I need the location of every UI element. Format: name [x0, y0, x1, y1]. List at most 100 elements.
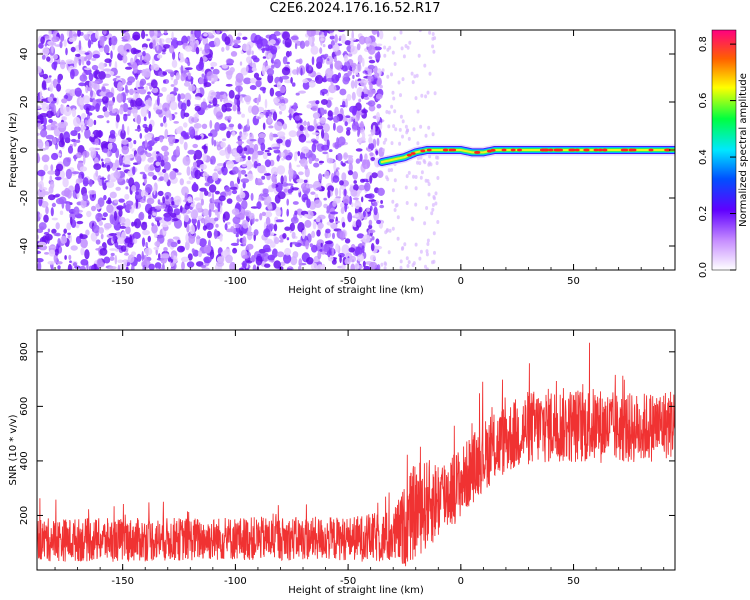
- noise-blob: [258, 94, 261, 103]
- noise-blob: [37, 140, 44, 149]
- noise-blob: [337, 136, 346, 146]
- noise-blob: [75, 152, 82, 159]
- noise-blob: [102, 68, 112, 72]
- noise-blob: [251, 105, 259, 115]
- noise-blob: [276, 81, 282, 89]
- noise-blob: [350, 62, 357, 68]
- noise-blob: [198, 238, 207, 247]
- noise-blob: [61, 98, 68, 104]
- noise-blob: [435, 161, 439, 166]
- noise-blob: [124, 32, 130, 42]
- noise-blob: [59, 210, 64, 216]
- noise-blob: [392, 124, 396, 129]
- noise-blob: [435, 155, 438, 160]
- noise-blob: [179, 136, 184, 145]
- noise-blob: [425, 206, 429, 210]
- noise-blob: [142, 50, 146, 57]
- noise-blob: [262, 87, 266, 94]
- noise-blob: [298, 258, 303, 267]
- noise-blob: [73, 154, 77, 162]
- noise-blob: [246, 260, 253, 264]
- noise-blob: [236, 36, 241, 41]
- noise-blob: [392, 96, 396, 101]
- noise-blob: [57, 265, 61, 270]
- noise-blob: [144, 139, 148, 148]
- noise-blob: [129, 88, 134, 96]
- noise-blob: [182, 156, 191, 166]
- noise-blob: [57, 75, 61, 84]
- noise-blob: [423, 63, 427, 68]
- noise-blob: [279, 111, 283, 115]
- noise-blob: [376, 137, 380, 147]
- noise-blob: [188, 84, 196, 92]
- noise-blob: [155, 161, 161, 167]
- noise-blob: [262, 188, 269, 195]
- noise-blob: [215, 111, 223, 120]
- noise-blob: [194, 169, 201, 180]
- noise-blob: [113, 171, 121, 179]
- noise-blob: [246, 56, 252, 64]
- noise-blob: [347, 170, 354, 176]
- noise-blob: [165, 37, 172, 44]
- noise-blob: [205, 222, 214, 230]
- noise-blob: [155, 109, 163, 115]
- noise-blob: [187, 253, 193, 261]
- noise-blob: [311, 244, 318, 253]
- noise-blob: [411, 263, 415, 268]
- noise-blob: [298, 133, 307, 143]
- noise-blob: [367, 193, 375, 199]
- noise-blob: [181, 256, 189, 262]
- noise-blob: [119, 225, 127, 229]
- noise-blob: [244, 95, 252, 103]
- noise-blob: [241, 100, 244, 104]
- noise-blob: [106, 164, 111, 172]
- noise-blob: [224, 36, 231, 45]
- noise-blob: [249, 139, 257, 142]
- noise-blob: [357, 54, 363, 64]
- noise-blob: [180, 205, 183, 213]
- noise-blob: [172, 51, 176, 60]
- noise-blob: [379, 122, 383, 130]
- noise-blob: [79, 74, 88, 82]
- noise-blob: [426, 242, 430, 246]
- noise-blob: [329, 35, 335, 40]
- noise-blob: [367, 148, 372, 152]
- noise-blob: [273, 58, 281, 69]
- noise-blob: [419, 175, 423, 180]
- noise-blob: [123, 113, 128, 122]
- noise-blob: [139, 80, 144, 88]
- noise-blob: [186, 180, 191, 185]
- noise-blob: [143, 68, 151, 78]
- noise-blob: [217, 146, 221, 150]
- noise-blob: [424, 264, 427, 269]
- noise-blob: [233, 43, 239, 48]
- noise-blob: [179, 93, 186, 100]
- noise-blob: [152, 39, 156, 50]
- noise-blob: [302, 78, 309, 84]
- noise-blob: [109, 256, 115, 261]
- noise-blob: [59, 59, 66, 70]
- noise-blob: [390, 72, 393, 77]
- noise-blob: [39, 213, 43, 218]
- colorbar-tick-label: 0.6: [698, 93, 709, 109]
- noise-blob: [396, 215, 400, 220]
- noise-blob: [163, 172, 169, 183]
- noise-blob: [112, 234, 116, 242]
- noise-blob: [203, 33, 208, 37]
- noise-blob: [423, 160, 427, 165]
- noise-blob: [388, 228, 392, 233]
- noise-blob: [273, 223, 278, 232]
- noise-blob: [415, 73, 419, 78]
- noise-blob: [207, 191, 212, 197]
- y-tick-label: 200: [19, 506, 30, 525]
- noise-blob: [100, 233, 104, 240]
- noise-blob: [336, 137, 339, 145]
- spectrogram-y-ticks: -40 -20 0 20 40: [19, 48, 675, 254]
- noise-blob: [219, 91, 225, 95]
- noise-blob: [179, 178, 184, 186]
- noise-blob: [144, 104, 148, 107]
- y-tick-label: 40: [19, 48, 30, 61]
- noise-blob: [254, 34, 262, 45]
- noise-blob: [117, 81, 123, 92]
- noise-blob: [41, 54, 46, 60]
